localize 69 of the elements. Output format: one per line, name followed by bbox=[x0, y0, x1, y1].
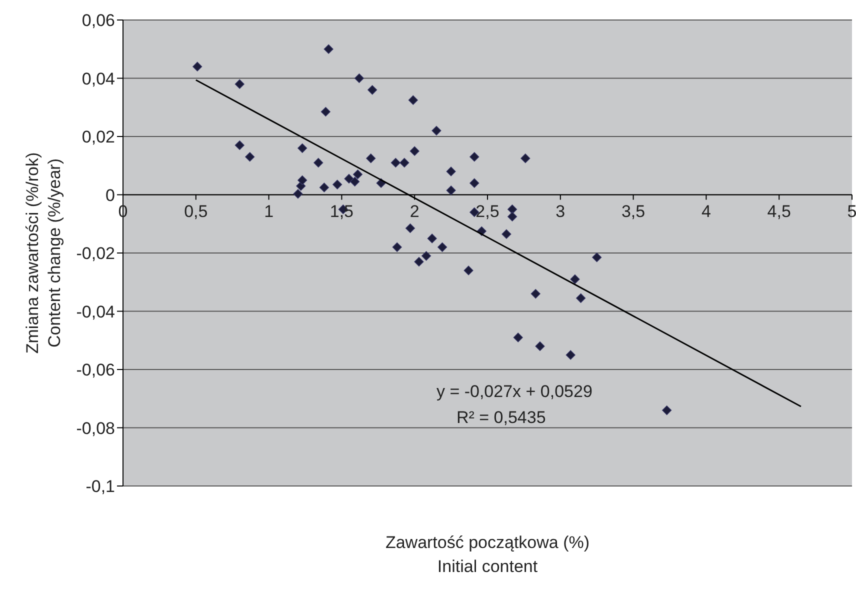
x-tick-label: 4,5 bbox=[767, 202, 791, 221]
x-tick-label: 1 bbox=[264, 202, 274, 221]
y-tick-label: 0,04 bbox=[82, 69, 115, 88]
point bbox=[432, 126, 442, 136]
point bbox=[576, 293, 586, 303]
point bbox=[438, 242, 448, 252]
point bbox=[366, 154, 376, 164]
y-tick-label: 0,06 bbox=[82, 11, 115, 30]
annotation: y = -0,027x + 0,0529 bbox=[436, 380, 592, 403]
point bbox=[570, 274, 580, 284]
point bbox=[319, 182, 330, 192]
point bbox=[400, 158, 410, 168]
annotation: R² = 0,5435 bbox=[455, 406, 547, 429]
x-tick-label: 3,5 bbox=[621, 202, 646, 221]
point bbox=[368, 85, 378, 95]
x-axis-title: Zawartość początkowa (%) Initial content bbox=[385, 533, 590, 576]
point bbox=[324, 44, 334, 54]
point bbox=[410, 146, 420, 156]
y-tick-label: -0,02 bbox=[76, 244, 115, 264]
point bbox=[513, 332, 523, 342]
point bbox=[245, 152, 255, 162]
point bbox=[507, 204, 518, 214]
y-tick-label: -0,1 bbox=[86, 477, 115, 496]
y-tick-label: 0 bbox=[106, 186, 115, 205]
x-tick-label: 1,5 bbox=[330, 202, 354, 221]
point bbox=[566, 350, 576, 360]
point bbox=[298, 175, 308, 185]
point bbox=[662, 405, 672, 416]
point bbox=[320, 106, 330, 117]
point bbox=[408, 95, 418, 105]
y-axis-title: Zmiana zawartości (%/rok) Content change (%/year) bbox=[22, 152, 65, 354]
point bbox=[592, 252, 602, 262]
point bbox=[332, 180, 342, 190]
point bbox=[234, 79, 244, 89]
x-tick-label: 2,5 bbox=[476, 202, 500, 221]
point bbox=[350, 176, 360, 186]
x-tick-label: 0,5 bbox=[184, 202, 208, 221]
point bbox=[446, 166, 456, 176]
point bbox=[392, 242, 402, 252]
point bbox=[507, 212, 518, 222]
point bbox=[470, 178, 480, 188]
point bbox=[446, 186, 456, 196]
point bbox=[390, 158, 400, 168]
point bbox=[464, 266, 474, 276]
point bbox=[314, 158, 324, 168]
x-tick-label: 3 bbox=[556, 202, 566, 221]
point bbox=[530, 288, 540, 299]
point bbox=[192, 62, 202, 72]
x-tick-label: 4 bbox=[701, 202, 711, 221]
point bbox=[354, 73, 364, 84]
point bbox=[352, 170, 363, 180]
point bbox=[414, 256, 424, 267]
x-tick-label: 5 bbox=[847, 202, 856, 221]
point bbox=[470, 152, 480, 162]
y-tick-label: 0,02 bbox=[82, 128, 115, 147]
point bbox=[427, 234, 437, 244]
point bbox=[520, 154, 530, 164]
point bbox=[535, 341, 545, 351]
point bbox=[421, 251, 432, 261]
y-tick-label: -0,06 bbox=[76, 360, 115, 380]
x-tick-label: 2 bbox=[410, 202, 420, 221]
y-tick-label: -0,04 bbox=[76, 302, 115, 322]
point bbox=[234, 140, 244, 150]
y-tick-label: -0,08 bbox=[76, 418, 115, 438]
point bbox=[405, 223, 416, 234]
point bbox=[502, 229, 512, 239]
point bbox=[293, 189, 303, 199]
point bbox=[298, 143, 308, 153]
point bbox=[344, 174, 354, 184]
